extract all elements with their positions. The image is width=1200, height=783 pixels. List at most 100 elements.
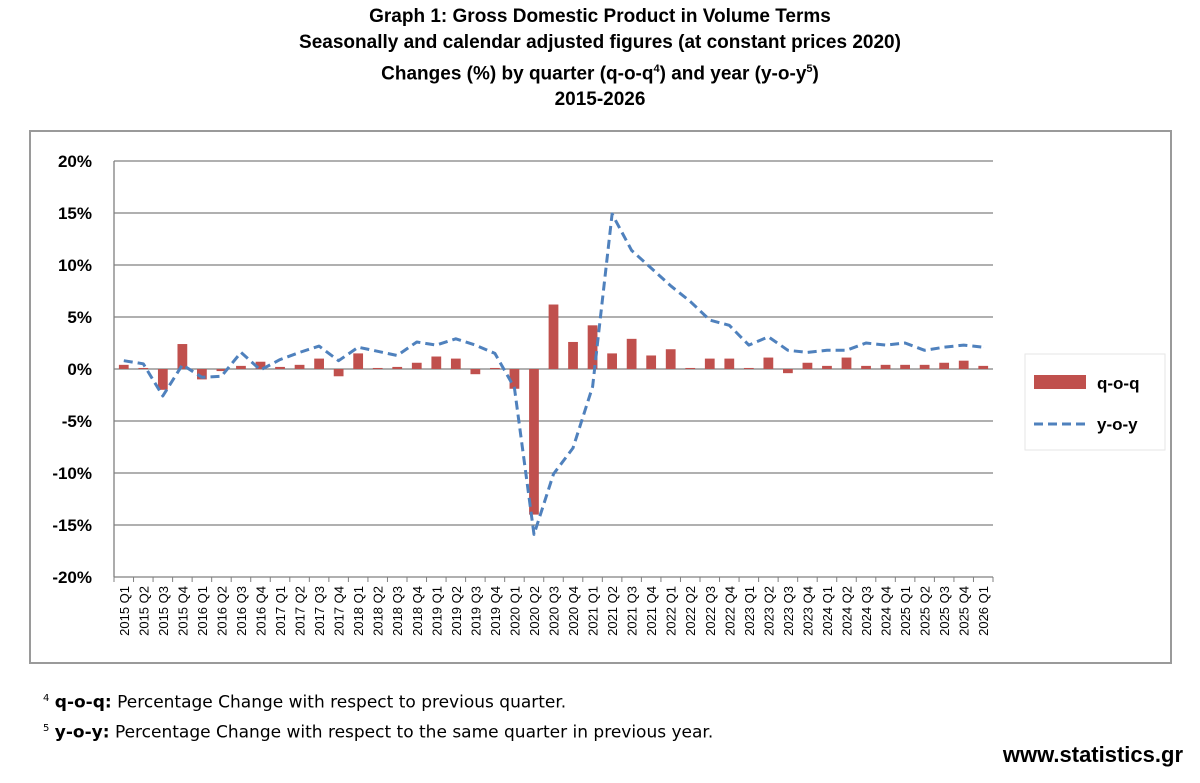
bar-qoq: [470, 369, 481, 375]
bar-qoq: [490, 367, 500, 369]
x-tick-label: 2018 Q1: [351, 586, 366, 636]
bar-qoq: [392, 366, 403, 369]
x-tick-label: 2016 Q1: [195, 586, 210, 636]
bar-qoq: [333, 369, 344, 377]
x-tick-label: 2016 Q4: [254, 586, 269, 636]
x-tick-label: 2017 Q2: [293, 586, 308, 636]
bar-qoq: [548, 304, 559, 369]
footnote-5: 5 y-o-y: Percentage Change with respect …: [43, 722, 714, 743]
footnotes: 4 q-o-q: Percentage Change with respect …: [43, 684, 713, 744]
bar-qoq: [314, 358, 324, 369]
bar-qoq: [255, 361, 266, 369]
x-tick-label: 2019 Q2: [449, 586, 464, 636]
x-tick-label: 2020 Q2: [527, 586, 542, 636]
bar-qoq: [607, 353, 617, 369]
footnote-4: 4 q-o-q: Percentage Change with respect …: [43, 692, 567, 713]
bar-qoq: [724, 358, 735, 369]
x-tick-label: 2024 Q2: [840, 586, 855, 636]
x-tick-label: 2023 Q2: [761, 586, 776, 636]
bar-qoq: [646, 355, 657, 369]
y-tick-label: -20%: [52, 568, 92, 587]
title-line-4: 2015-2026: [554, 89, 646, 111]
bar-qoq: [665, 349, 676, 369]
x-tick-label: 2025 Q4: [957, 586, 972, 636]
bar-qoq: [568, 341, 578, 369]
bar-qoq: [900, 364, 910, 369]
bar-qoq: [431, 356, 442, 369]
bar-qoq: [880, 364, 891, 369]
x-tick-label: 2019 Q4: [488, 586, 503, 636]
x-tick-label: 2015 Q4: [175, 586, 190, 636]
x-tick-label: 2022 Q4: [722, 586, 737, 636]
y-tick-label: 15%: [58, 204, 92, 223]
x-tick-label: 2024 Q3: [859, 586, 874, 636]
title-line-3: Changes (%) by quarter (q-o-q4) and year…: [381, 63, 819, 85]
bar-qoq: [783, 369, 793, 374]
bar-qoq: [118, 364, 129, 369]
x-tick-label: 2019 Q1: [429, 586, 444, 636]
bar-qoq: [939, 362, 950, 369]
bar-qoq: [216, 369, 227, 372]
bar-qoq: [822, 365, 832, 369]
bar-qoq: [236, 365, 246, 369]
y-tick-label: 10%: [58, 256, 92, 275]
bar-qoq: [958, 360, 969, 369]
bar-qoq: [138, 367, 149, 369]
x-tick-label: 2025 Q1: [898, 586, 913, 636]
bar-qoq: [802, 362, 813, 369]
x-tick-label: 2019 Q3: [468, 586, 483, 636]
bar-qoq: [978, 365, 989, 369]
x-tick-label: 2015 Q3: [156, 586, 171, 636]
x-tick-label: 2018 Q4: [410, 586, 425, 636]
chart-area: 20% 15% 10% 5% 0% -5% -10% -15% -20% 2015 Q1 2015 …: [29, 130, 1172, 664]
bar-qoq: [294, 364, 305, 369]
x-tick-label: 2024 Q4: [879, 586, 894, 636]
bar-qoq: [450, 358, 461, 369]
x-tick-label: 2021 Q2: [605, 586, 620, 636]
x-tick-label: 2017 Q4: [332, 586, 347, 636]
x-tick-label: 2020 Q4: [566, 586, 581, 636]
bar-qoq: [157, 369, 168, 390]
x-tick-label: 2020 Q1: [507, 586, 522, 636]
x-tick-label: 2018 Q3: [390, 586, 405, 636]
bar-qoq: [177, 344, 188, 369]
y-tick-label: 20%: [58, 152, 92, 171]
bar-qoq: [411, 362, 422, 369]
bar-qoq: [626, 338, 637, 369]
bar-qoq: [509, 369, 520, 389]
bar-qoq: [587, 325, 598, 369]
bar-qoq: [275, 366, 285, 369]
bar-qoq: [353, 353, 364, 369]
x-tick-label: 2024 Q1: [820, 586, 835, 636]
legend-label-qoq: q-o-q: [1097, 374, 1139, 393]
x-tick-label: 2015 Q2: [136, 586, 151, 636]
website-link[interactable]: www.statistics.gr: [1002, 742, 1183, 767]
bar-qoq: [197, 369, 207, 380]
x-tick-label: 2023 Q1: [742, 586, 757, 636]
x-tick-label: 2021 Q1: [586, 586, 601, 636]
bar-qoq: [704, 358, 715, 369]
chart-title: Graph 1: Gross Domestic Product in Volum…: [0, 4, 1200, 113]
x-tick-label: 2025 Q3: [937, 586, 952, 636]
bar-qoq: [685, 367, 696, 369]
x-tick-label: 2016 Q3: [234, 586, 249, 636]
bar-qoq: [919, 364, 930, 369]
x-tick-label: 2022 Q2: [683, 586, 698, 636]
title-line-1: Graph 1: Gross Domestic Product in Volum…: [369, 6, 831, 27]
y-tick-label: 0%: [67, 360, 92, 379]
x-tick-label: 2026 Q1: [976, 586, 991, 636]
y-tick-label: -10%: [52, 464, 92, 483]
x-tick-label: 2015 Q1: [117, 586, 132, 636]
x-tick-label: 2016 Q2: [214, 586, 229, 636]
gdp-chart: 20% 15% 10% 5% 0% -5% -10% -15% -20% 2015 Q1 2015 …: [52, 152, 1166, 636]
bar-qoq: [529, 369, 539, 515]
x-tick-label: 2023 Q3: [781, 586, 796, 636]
y-tick-label: -5%: [62, 412, 92, 431]
y-tick-label: 5%: [67, 308, 92, 327]
x-tick-label: 2017 Q1: [273, 586, 288, 636]
bar-qoq: [861, 365, 871, 369]
line-yoy: [123, 212, 984, 536]
x-tick-label: 2021 Q4: [644, 586, 659, 636]
x-tick-label: 2022 Q1: [664, 586, 679, 636]
x-tick-label: 2018 Q2: [371, 586, 386, 636]
